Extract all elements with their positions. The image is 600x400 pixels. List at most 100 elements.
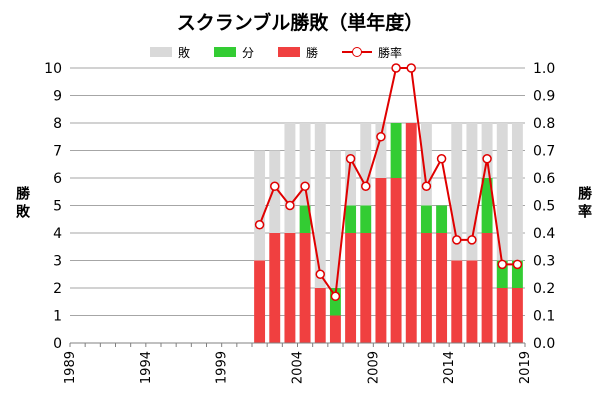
bar-win — [496, 288, 508, 343]
bar-lose — [451, 123, 463, 261]
x-tick-label: 2009 — [366, 351, 381, 384]
bar-win — [284, 233, 296, 343]
bar-lose — [299, 123, 311, 206]
bar-win — [360, 233, 372, 343]
bar-win — [314, 288, 326, 343]
winrate-point — [361, 181, 371, 191]
bar-win — [436, 233, 448, 343]
winrate-point — [376, 132, 386, 142]
bar-lose — [345, 150, 357, 206]
y-right-tick-label: 0.9 — [533, 89, 555, 105]
bar-win — [451, 260, 463, 343]
x-tick-label: 2019 — [518, 351, 533, 384]
bar-draw — [420, 205, 432, 233]
y-right-tick-label: 1.0 — [533, 61, 555, 77]
bar-lose — [496, 123, 508, 261]
y-left-tick-label: 1 — [53, 309, 62, 325]
y-left-tick-label: 10 — [44, 61, 62, 77]
bar-lose — [284, 123, 296, 233]
x-tick-label: 1994 — [139, 351, 154, 384]
winrate-point — [300, 181, 310, 191]
legend-label-lose: 敗 — [178, 45, 191, 60]
bar-draw — [390, 123, 402, 178]
bar-draw — [360, 205, 372, 233]
bar-draw — [345, 205, 357, 233]
winrate-point — [406, 63, 416, 73]
winrate-point — [467, 235, 477, 245]
winrate-point — [345, 154, 356, 164]
legend-swatch-lose — [150, 47, 172, 57]
bar-draw — [511, 260, 523, 288]
y-right-tick-label: 0.3 — [533, 254, 555, 270]
y-left-tick-label: 9 — [53, 89, 62, 105]
y-right-tick-label: 0.6 — [533, 171, 555, 187]
bar-lose — [269, 150, 281, 233]
bar-win — [269, 233, 281, 343]
winrate-point — [270, 181, 280, 191]
winrate-point — [436, 154, 447, 164]
winrate-point — [315, 269, 325, 279]
legend: 敗 分 勝 勝率 — [150, 42, 426, 62]
x-tick-label: 2004 — [291, 351, 306, 384]
y-right-tick-label: 0.7 — [533, 144, 555, 160]
winrate-point — [497, 259, 507, 270]
bar-lose — [466, 123, 478, 261]
bar-lose — [481, 123, 493, 178]
winrate-point — [452, 235, 462, 245]
bar-win — [511, 288, 523, 343]
legend-label-winrate: 勝率 — [378, 45, 403, 60]
bar-lose — [329, 150, 341, 288]
legend-item-win: 勝 — [278, 44, 318, 61]
x-tick-label: 1989 — [63, 351, 78, 384]
y-left-tick-label: 4 — [53, 226, 62, 242]
y-right-tick-label: 0.0 — [533, 336, 555, 352]
winrate-line — [258, 67, 518, 300]
legend-item-winrate: 勝率 — [342, 44, 402, 61]
bar-lose — [375, 123, 387, 178]
y-left-tick-label: 0 — [53, 336, 62, 352]
bar-win — [329, 315, 341, 343]
y-axis-right-title: 勝率 — [576, 186, 592, 222]
legend-item-lose: 敗 — [150, 44, 190, 61]
winrate-point — [285, 200, 295, 211]
bar-win — [345, 233, 357, 343]
bar-lose — [511, 123, 523, 261]
bar-win — [405, 123, 417, 343]
bar-lose — [314, 123, 326, 288]
y-right-tick-label: 0.5 — [533, 199, 555, 215]
y-right-tick-label: 0.8 — [533, 116, 555, 132]
y-right-tick-label: 0.4 — [533, 226, 555, 242]
bar-win — [481, 233, 493, 343]
winrate-point — [512, 259, 523, 270]
legend-swatch-win — [278, 47, 301, 57]
x-tick-label: 1999 — [215, 351, 230, 384]
bar-draw — [299, 205, 311, 233]
legend-label-win: 勝 — [306, 45, 319, 60]
bar-win — [390, 178, 402, 343]
winrate-point — [391, 63, 401, 73]
legend-swatch-draw — [214, 47, 237, 57]
bar-draw — [496, 260, 508, 288]
chart-title: スクランブル勝敗（単年度） — [176, 12, 424, 34]
legend-label-draw: 分 — [242, 45, 255, 60]
legend-item-draw: 分 — [214, 44, 254, 61]
y-left-tick-label: 3 — [53, 254, 62, 270]
bar-draw — [481, 178, 493, 233]
winrate-point — [254, 220, 265, 230]
winrate-point — [330, 291, 341, 301]
y-left-tick-label: 5 — [53, 199, 62, 215]
legend-swatch-winrate — [342, 47, 373, 57]
bar-draw — [329, 288, 341, 316]
y-left-tick-label: 2 — [53, 281, 62, 297]
bar-win — [254, 260, 266, 343]
bar-win — [375, 178, 387, 343]
y-left-tick-label: 8 — [53, 116, 62, 132]
x-tick-label: 2014 — [442, 351, 457, 384]
bar-win — [466, 260, 478, 343]
y-axis-left-title: 勝敗 — [14, 186, 30, 222]
y-left-tick-label: 6 — [53, 171, 62, 187]
bar-win — [299, 233, 311, 343]
y-left-tick-label: 7 — [53, 144, 62, 160]
bar-win — [420, 233, 432, 343]
